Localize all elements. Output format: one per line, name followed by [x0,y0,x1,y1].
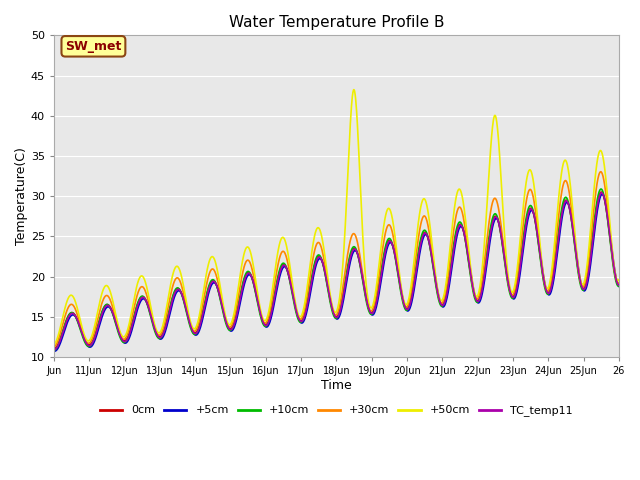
0cm [495,220,502,226]
0cm [598,189,605,195]
+10cm [599,188,607,194]
TC_temp11 [615,282,623,288]
0cm [50,346,58,352]
+5cm [51,348,58,354]
+30cm [324,286,332,292]
+30cm [599,172,607,178]
TC_temp11 [310,269,317,275]
+10cm [615,283,623,289]
+30cm [50,344,58,350]
+10cm [310,264,317,270]
+10cm [50,348,58,353]
+50cm [350,87,358,93]
TC_temp11 [598,191,606,196]
+10cm [79,334,86,340]
+50cm [599,153,607,159]
+10cm [597,186,605,192]
+5cm [599,192,607,197]
Text: SW_met: SW_met [65,40,122,53]
+5cm [325,288,333,294]
Line: +30cm: +30cm [54,172,619,347]
Line: +50cm: +50cm [54,90,619,345]
Line: TC_temp11: TC_temp11 [54,193,619,349]
TC_temp11 [50,347,58,352]
TC_temp11 [495,220,502,226]
Title: Water Temperature Profile B: Water Temperature Profile B [228,15,444,30]
Line: 0cm: 0cm [54,192,619,349]
Legend: 0cm, +5cm, +10cm, +30cm, +50cm, TC_temp11: 0cm, +5cm, +10cm, +30cm, +50cm, TC_temp1… [96,401,577,421]
+50cm [310,238,317,243]
+10cm [324,291,332,297]
Y-axis label: Temperature(C): Temperature(C) [15,147,28,245]
+5cm [310,271,317,277]
0cm [324,289,332,295]
+50cm [598,152,606,157]
+30cm [495,206,502,212]
+50cm [50,342,58,348]
Line: +10cm: +10cm [54,189,619,350]
+5cm [599,192,607,198]
X-axis label: Time: Time [321,379,352,392]
Line: +5cm: +5cm [54,194,619,351]
TC_temp11 [79,332,86,338]
+30cm [310,252,317,258]
+10cm [495,219,502,225]
+50cm [324,281,332,287]
+30cm [615,280,623,286]
+10cm [598,188,606,193]
+5cm [495,220,503,226]
0cm [79,332,86,338]
+50cm [615,277,623,283]
TC_temp11 [599,191,607,197]
0cm [615,282,623,288]
+50cm [79,327,86,333]
0cm [310,266,317,272]
TC_temp11 [598,190,605,196]
+5cm [598,192,606,197]
TC_temp11 [324,288,332,294]
+50cm [495,144,503,149]
0cm [598,190,606,196]
+30cm [79,330,86,336]
+30cm [598,171,606,177]
+30cm [597,169,605,175]
+5cm [50,348,58,354]
+5cm [79,333,87,338]
+5cm [615,284,623,289]
0cm [599,191,607,196]
